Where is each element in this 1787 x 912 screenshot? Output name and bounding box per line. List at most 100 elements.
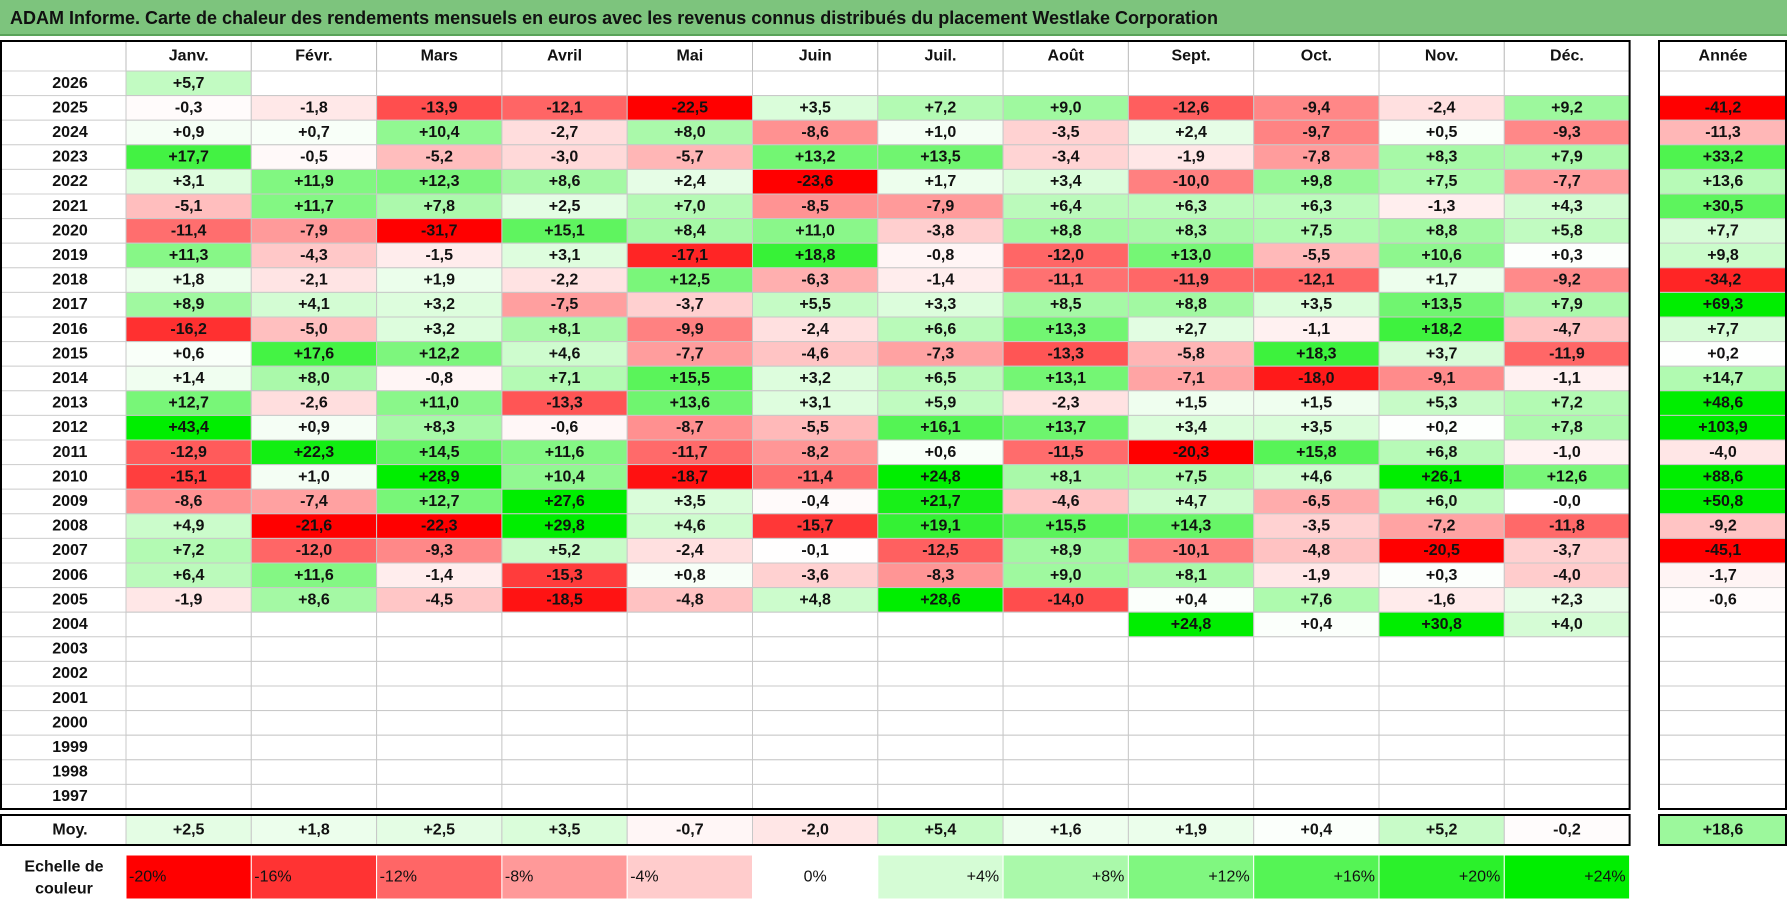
heatmap-cell-value: +28,6 [920,591,961,608]
heatmap-cell-value: +0,5 [1426,124,1458,141]
heatmap-cell [250,95,378,121]
heatmap-cell-value: +7,8 [1551,419,1583,436]
heatmap-cell [1378,537,1505,564]
heatmap-cell [752,144,879,170]
heatmap-cell [877,70,1004,97]
heatmap-cell-value: +4,7 [1175,493,1207,510]
annual-cell-value: +9,8 [1707,247,1739,264]
heatmap-cell [1127,513,1255,539]
heatmap-cell-value: -0,6 [551,419,579,436]
scale-swatch-label: +20% [1459,869,1500,886]
average-cell [501,814,628,846]
heatmap-cell [1002,267,1129,293]
scale-swatch-label: +12% [1208,869,1249,886]
heatmap-cell [1002,168,1129,195]
heatmap-cell [626,562,754,589]
heatmap-cell [752,734,879,761]
year-label: 2011 [53,444,88,461]
heatmap-cell [1002,70,1129,97]
heatmap-cell [1253,611,1380,638]
heatmap-cell [501,710,628,736]
annual-cell-value: +0,2 [1707,345,1739,362]
heatmap-cell [376,316,503,343]
heatmap-cell-value: -22,5 [672,99,709,116]
heatmap-cell [501,562,628,589]
heatmap-cell [125,636,252,662]
scale-swatch [1127,854,1255,900]
average-cell-value: +1,8 [298,822,330,839]
heatmap-cell [1503,242,1631,269]
heatmap-cell-value: -11,9 [1549,345,1585,362]
heatmap-cell-value: -8,7 [676,419,704,436]
heatmap-cell [501,95,628,121]
year-cell [0,759,127,785]
heatmap-cell-value: -18,0 [1298,370,1335,387]
scale-swatch-label: +24% [1584,869,1625,886]
heatmap-cell-value: -3,5 [1303,518,1331,535]
heatmap-cell [1378,95,1505,121]
heatmap-cell-value: +12,3 [419,173,460,190]
heatmap-cell [376,611,503,638]
heatmap-cell [501,365,628,392]
heatmap-cell-value: +4,3 [1551,198,1583,215]
heatmap-cell-value: +3,1 [799,395,831,412]
heatmap-cell [376,710,503,736]
scale-swatch-label: +4% [967,869,999,886]
heatmap-cell-value: +26,1 [1421,468,1462,485]
heatmap-cell [125,267,252,293]
heatmap-cell [1378,316,1505,343]
heatmap-cell [1253,365,1380,392]
heatmap-cell [250,341,378,367]
heatmap-cell [877,414,1004,441]
heatmap-cell [1002,783,1129,810]
heatmap-cell [1378,464,1505,490]
heatmap-cell [1253,168,1380,195]
scale-swatch [1503,854,1631,900]
heatmap-cell [1002,488,1129,515]
heatmap-cell-value: -7,2 [1428,518,1456,535]
heatmap-cell-value: +3,2 [423,296,455,313]
heatmap-cell [1127,168,1255,195]
heatmap-cell-value: -5,8 [1177,345,1205,362]
scale-swatch [376,854,503,900]
year-label: 1997 [52,788,88,805]
heatmap-cell [1002,193,1129,220]
heatmap-cell-value: -12,0 [296,542,333,559]
heatmap-cell [877,759,1004,785]
scale-swatch-label: +16% [1334,869,1375,886]
heatmap-cell [376,439,503,466]
annual-cell [1658,587,1787,613]
heatmap-cell [250,168,378,195]
heatmap-cell [1378,783,1505,810]
heatmap-cell [376,464,503,490]
heatmap-cell [626,710,754,736]
heatmap-cell-value: -7,7 [1553,173,1581,190]
heatmap-cell-value: -15,7 [797,518,834,535]
heatmap-cell [1002,119,1129,146]
heatmap-cell [1127,734,1255,761]
heatmap-cell [1127,587,1255,613]
heatmap-cell-value: -9,1 [1428,370,1456,387]
heatmap-cell [626,464,754,490]
heatmap-cell-value: +10,6 [1421,247,1462,264]
heatmap-cell [1253,291,1380,318]
heatmap-cell [1378,636,1505,662]
heatmap-cell-value: +6,5 [925,370,957,387]
heatmap-cell [1002,513,1129,539]
heatmap-cell-value: +30,8 [1421,616,1462,633]
heatmap-cell-value: -1,8 [300,99,328,116]
heatmap-cell [626,168,754,195]
year-label: 2005 [52,591,88,608]
heatmap-cell [501,488,628,515]
heatmap-cell-value: -4,6 [801,345,829,362]
annual-cell-value: +103,9 [1698,419,1747,436]
heatmap-cell-value: +3,1 [173,173,205,190]
heatmap-cell [1503,144,1631,170]
heatmap-cell-value: -8,6 [175,493,203,510]
heatmap-cell [1127,636,1255,662]
heatmap-cell [1127,537,1255,564]
heatmap-cell-value: -4,7 [1553,321,1581,338]
year-cell [0,365,127,392]
year-label: 2012 [52,419,88,436]
heatmap-cell [1002,587,1129,613]
